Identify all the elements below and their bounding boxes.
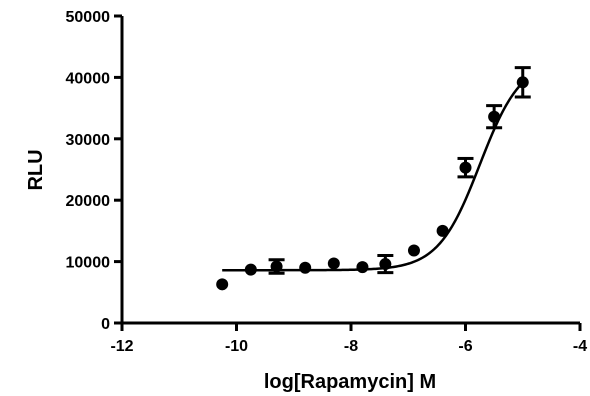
data-point <box>270 260 283 273</box>
data-point <box>459 161 472 174</box>
data-point <box>516 76 529 89</box>
data-point <box>244 263 257 276</box>
data-point <box>356 261 369 274</box>
y-tick-label: 0 <box>101 316 110 333</box>
fit-curve-layer <box>222 81 524 272</box>
y-tick-label: 50000 <box>66 9 111 26</box>
y-tick-label: 10000 <box>66 255 111 272</box>
data-point <box>436 224 449 237</box>
y-axis-title: RLU <box>25 149 47 190</box>
y-tick-label: 40000 <box>66 70 111 87</box>
data-point <box>327 257 340 270</box>
x-tick-label: -6 <box>458 338 472 355</box>
x-tick-label: -8 <box>344 338 358 355</box>
y-tick-label: 30000 <box>66 132 111 149</box>
data-point <box>488 110 501 123</box>
x-tick-label: -10 <box>225 338 248 355</box>
data-point <box>299 261 312 274</box>
data-points-layer <box>216 66 531 291</box>
fit-curve <box>222 81 524 272</box>
x-tick-label: -12 <box>110 338 133 355</box>
data-point <box>216 278 229 291</box>
data-point <box>407 244 420 257</box>
x-axis-title: log[Rapamycin] M <box>264 371 436 393</box>
y-tick-label: 20000 <box>66 193 111 210</box>
data-point <box>379 258 392 271</box>
x-axis: -12 -10 -8 -6 -4 <box>110 321 587 355</box>
x-tick-label: -4 <box>573 338 587 355</box>
y-axis: 0 10000 20000 30000 40000 50000 <box>66 9 124 333</box>
